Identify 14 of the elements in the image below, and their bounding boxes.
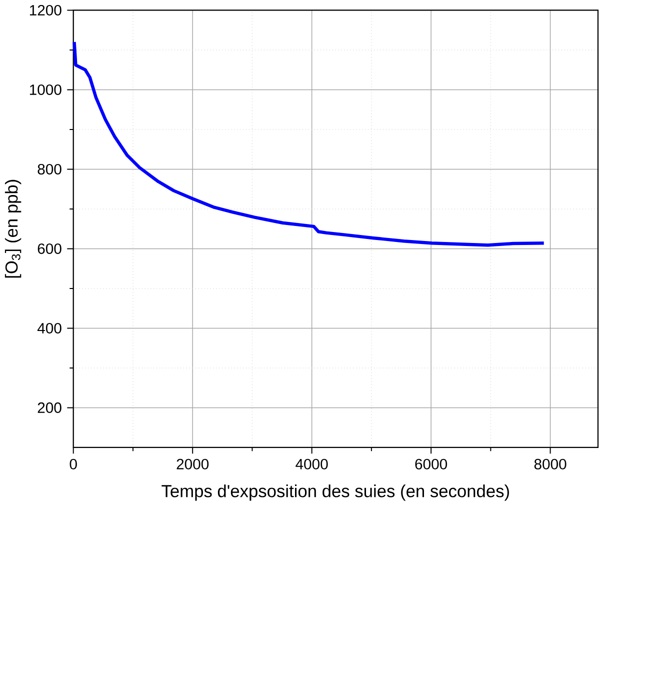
- y-tick-label: 1000: [30, 84, 62, 95]
- y-tick-label: 1200: [30, 4, 62, 16]
- x-tick-label: 0: [70, 458, 78, 470]
- x-tick-label: 8000: [534, 458, 566, 470]
- x-tick-label: 4000: [296, 458, 328, 470]
- y-axis-title: [O$_{3}$] (en ppb): [5, 180, 22, 278]
- y-tick-label: 200: [38, 402, 62, 413]
- x-tick-label: 6000: [415, 458, 448, 470]
- y-tick-label: 600: [38, 243, 62, 254]
- x-tick-label: 2000: [176, 458, 209, 470]
- y-tick-label: 400: [38, 322, 62, 334]
- y-tick-label: 800: [38, 164, 62, 174]
- line-series: [72, 40, 546, 247]
- x-axis-title: Temps d'expsosition des suies (en secondes): [162, 484, 510, 501]
